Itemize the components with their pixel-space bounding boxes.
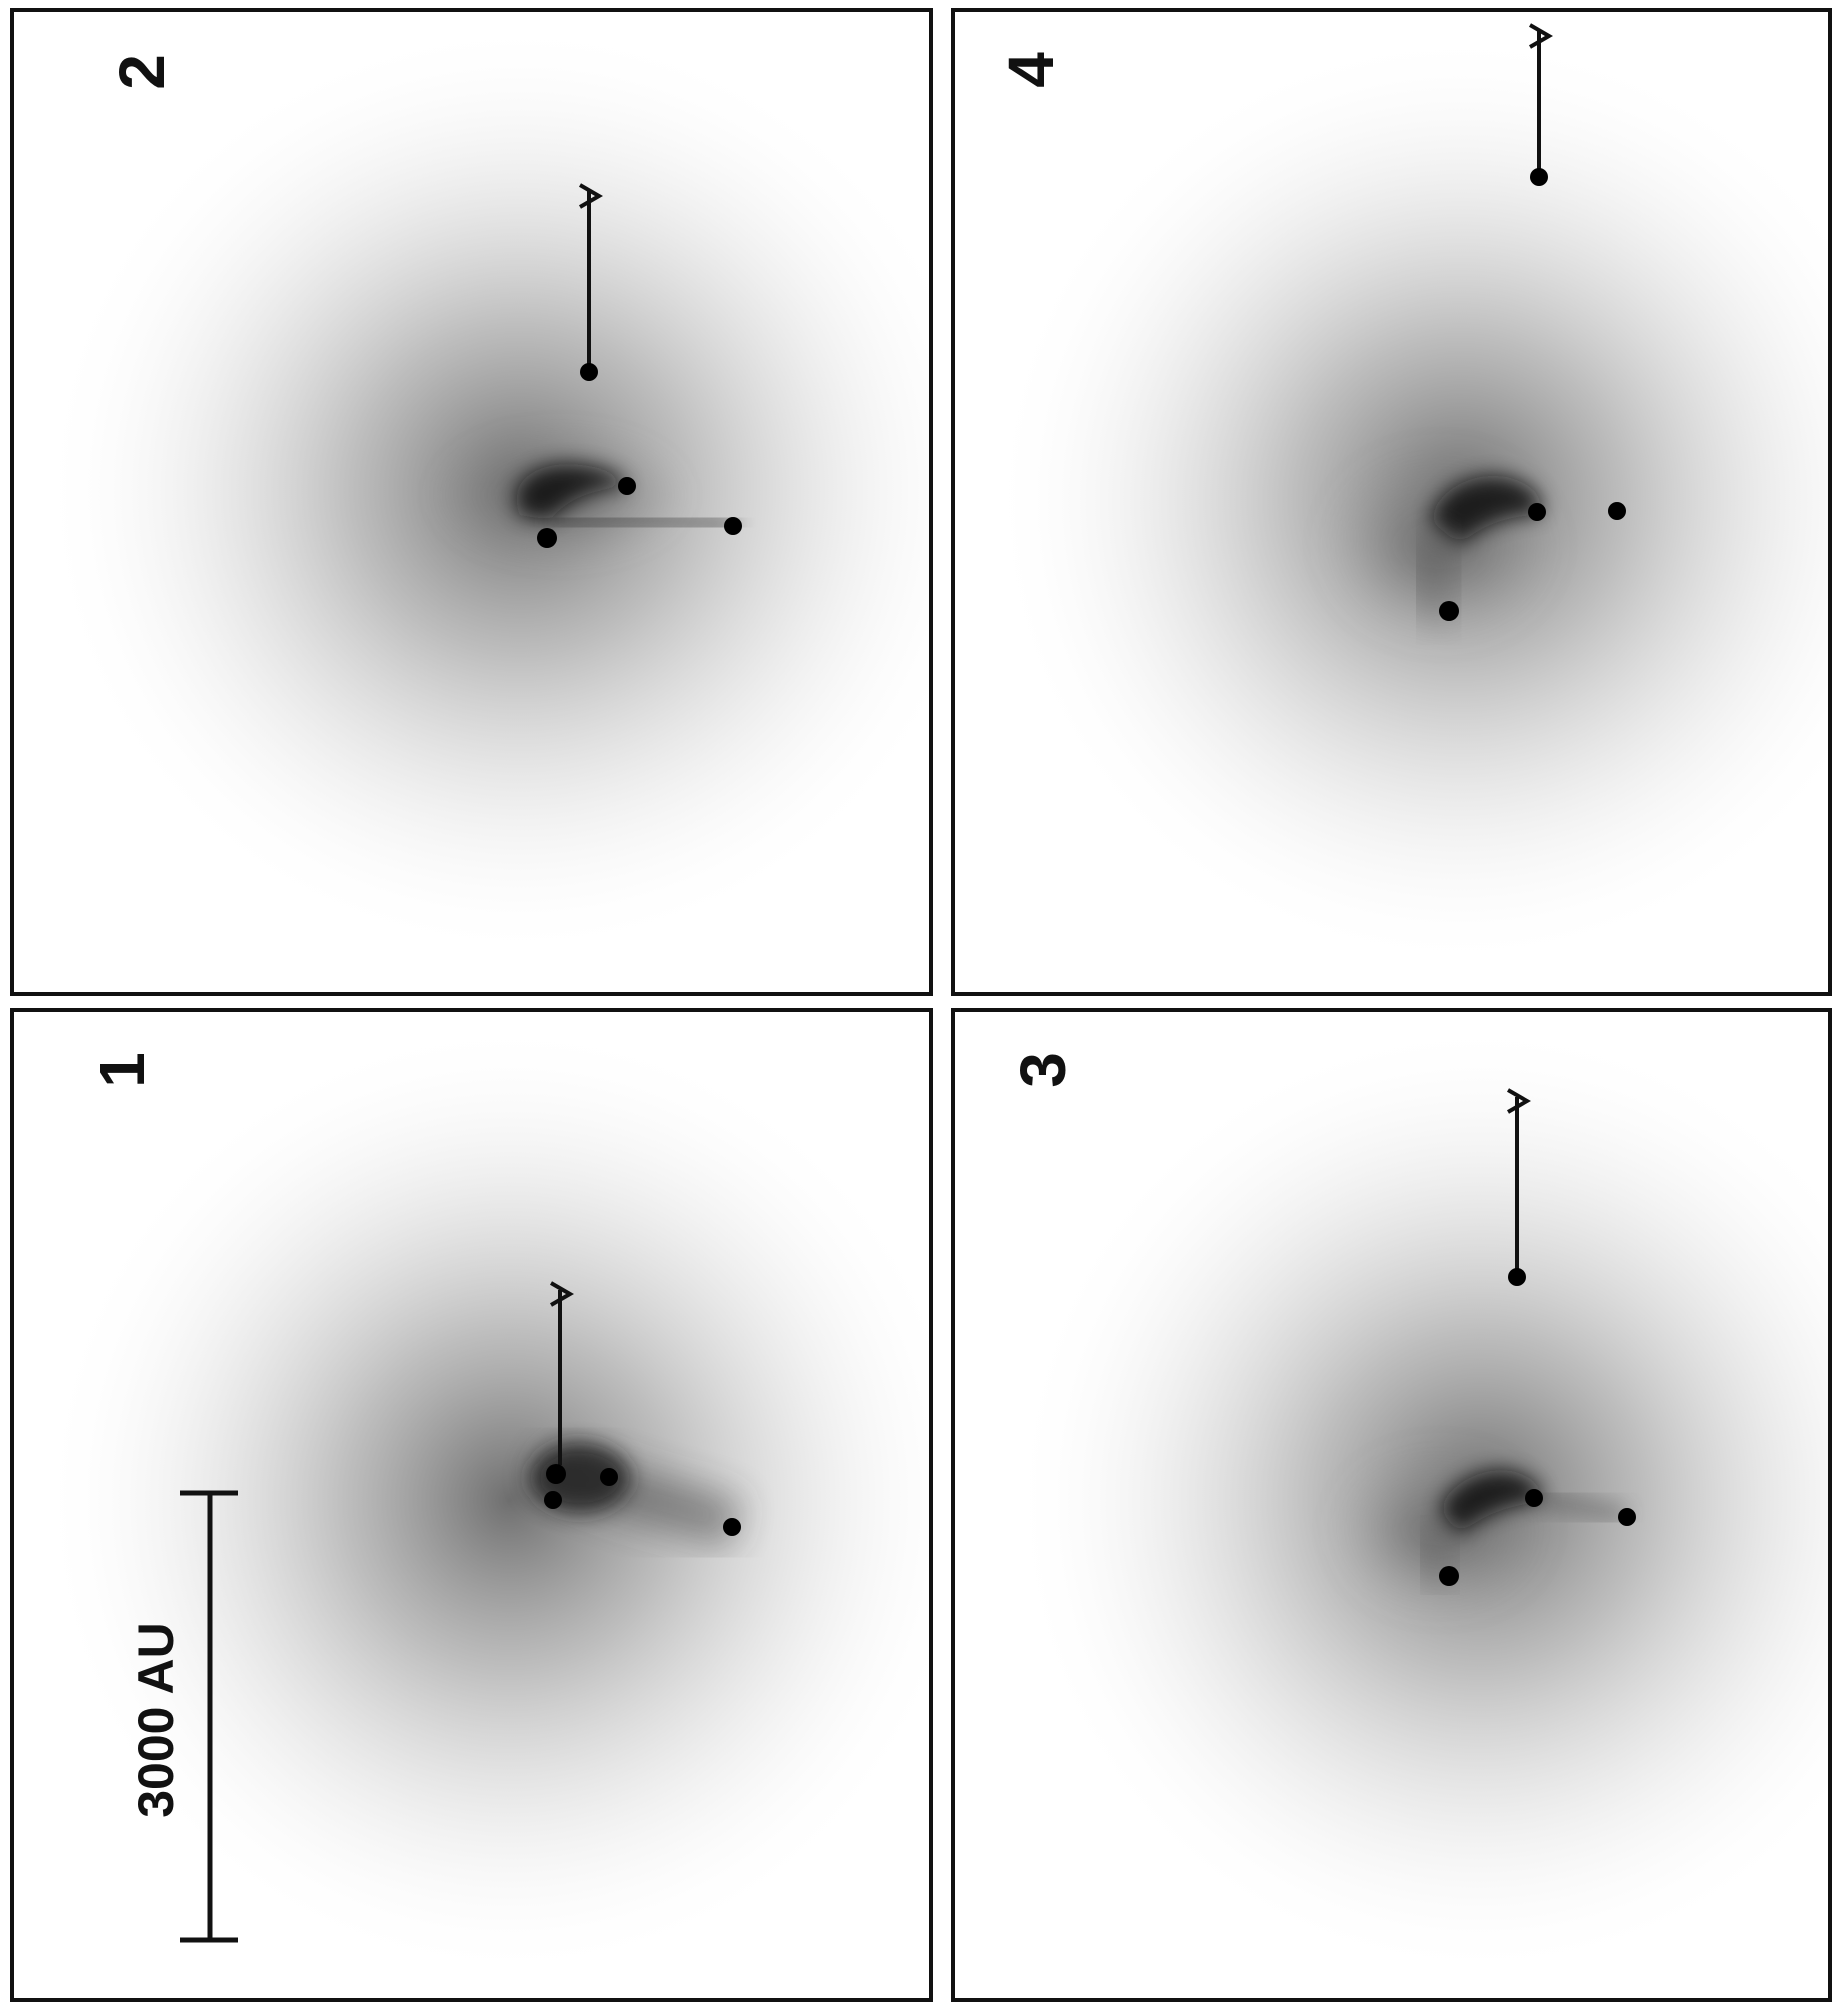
panel-1-arrow-head: [549, 1281, 574, 1307]
scale-bar-label: 3000 AU: [128, 1622, 184, 1817]
panel-3-star: [1618, 1508, 1636, 1526]
panel-4-star: [1608, 502, 1626, 520]
panel-2-frame: [10, 8, 933, 996]
panel-3-label: 3: [1007, 1052, 1079, 1088]
panel-1-star: [546, 1464, 566, 1484]
panel-1-frame: [10, 1008, 933, 2002]
panel-1-star: [600, 1468, 618, 1486]
panel-2: 2: [10, 8, 933, 996]
panel-1-star: [723, 1518, 741, 1536]
panel-3-star: [1525, 1489, 1543, 1507]
panel-4-label: 4: [995, 52, 1067, 88]
panel-3-star: [1508, 1268, 1526, 1286]
panel-2-star: [724, 517, 742, 535]
panel-2-arrow-head: [578, 183, 603, 209]
panel-4-star: [1530, 168, 1548, 186]
panel-2-label: 2: [106, 54, 178, 90]
panel-4-star: [1528, 503, 1546, 521]
panel-1-gas-density: [40, 1020, 931, 1980]
panel-3-frame: [951, 1008, 1832, 2002]
panel-4-star: [1439, 601, 1459, 621]
panel-4-arrow-head: [1528, 23, 1553, 49]
panel-1-label: 1: [86, 1052, 158, 1088]
panel-3-arrow-head: [1506, 1088, 1531, 1114]
panel-1: 1 3000 AU: [10, 1008, 933, 2002]
panel-2-star: [618, 477, 636, 495]
panel-1-star: [544, 1491, 562, 1509]
scale-bar: 3000 AU: [128, 1490, 238, 1943]
panel-4: 4: [951, 8, 1832, 996]
panel-3-star: [1439, 1566, 1459, 1586]
panel-4-frame: [951, 8, 1832, 996]
panel-2-star: [580, 363, 598, 381]
panel-3: 3: [951, 1008, 1832, 2002]
panel-2-star: [537, 528, 557, 548]
panel-3-gas-density: [1010, 1020, 1830, 1980]
panel-4-gas-density: [990, 30, 1830, 970]
panel-2-gas-density: [40, 20, 931, 960]
